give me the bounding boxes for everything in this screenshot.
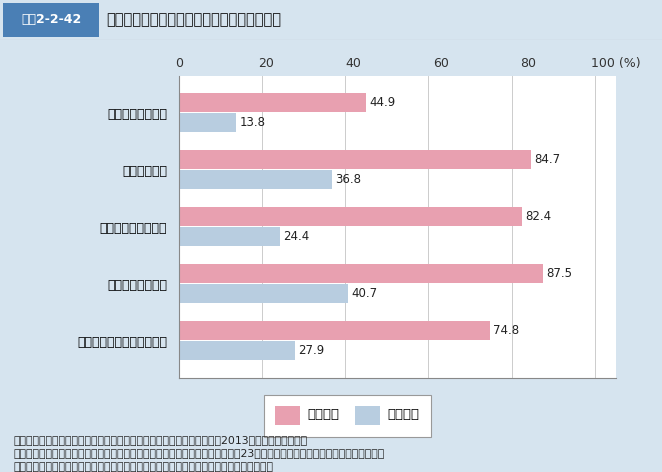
FancyBboxPatch shape [263,395,432,437]
Bar [179,228,280,246]
Bar [179,93,365,112]
Bar [179,207,522,226]
Text: 資料：「特定健康診査・特定保健指導に関するアンケート調査結果」（2013年度実施）より集計: 資料：「特定健康診査・特定保健指導に関するアンケート調査結果」（2013年度実施… [13,435,307,445]
Text: 87.5: 87.5 [546,267,572,280]
Text: 13.8: 13.8 [240,116,265,129]
Text: 100 (%): 100 (%) [591,57,640,70]
Text: 特定健診の被保険者と被扶養者の受診率の差: 特定健診の被保険者と被扶養者の受診率の差 [106,12,281,27]
Text: 80: 80 [520,57,536,70]
Bar [275,406,301,425]
Text: 24.4: 24.4 [283,230,310,243]
Bar [179,151,531,169]
Text: 0: 0 [175,57,183,70]
Text: 44.9: 44.9 [369,96,395,109]
Text: 74.8: 74.8 [493,324,520,337]
Text: （注）　なお、協会けんぽ（全国健康保険協会）の実施率については、「平成23年度事業報告書」より抜粋したものであり図: （注） なお、協会けんぽ（全国健康保険協会）の実施率については、「平成23年度事… [13,448,385,458]
Bar [179,321,490,340]
Text: 被扶養者: 被扶養者 [388,408,420,421]
Text: への実績報告の数字とは集計方法が異なるため、国が公表している数字とは整合しない。: への実績報告の数字とは集計方法が異なるため、国が公表している数字とは整合しない。 [13,462,273,472]
Text: 40.7: 40.7 [352,287,377,300]
FancyBboxPatch shape [3,3,99,37]
Bar [355,406,380,425]
Bar [179,113,236,132]
Bar [179,341,295,360]
Bar [179,285,348,303]
Text: 84.7: 84.7 [534,153,561,166]
Text: 60: 60 [433,57,449,70]
Text: 82.4: 82.4 [525,210,551,223]
Text: 27.9: 27.9 [298,344,324,357]
Bar [179,264,543,283]
Bar [179,170,332,189]
Text: 図表2-2-42: 図表2-2-42 [21,13,81,26]
Text: 36.8: 36.8 [335,173,361,186]
Text: 20: 20 [258,57,274,70]
Text: 被保険者: 被保険者 [307,408,340,421]
Text: 40: 40 [346,57,361,70]
